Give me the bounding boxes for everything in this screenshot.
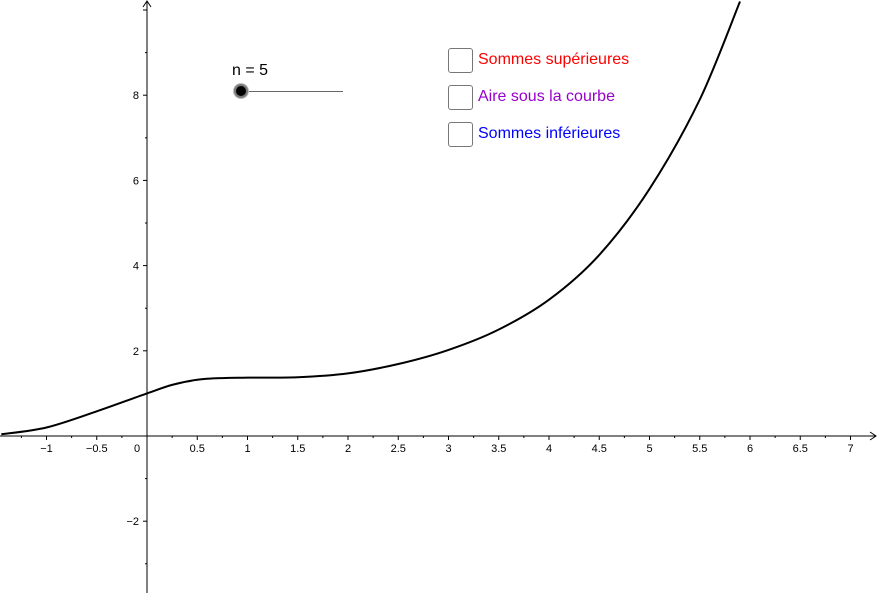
x-tick-label: 5.5: [692, 443, 707, 455]
checkbox-box[interactable]: [448, 47, 473, 73]
checkbox-sommes-superieures[interactable]: Sommes supérieures: [448, 46, 629, 74]
checkbox-box[interactable]: [448, 84, 473, 110]
y-tick-label: −2: [126, 516, 139, 528]
checkbox-label[interactable]: Aire sous la courbe: [478, 88, 615, 105]
y-tick-label: 4: [133, 261, 139, 273]
y-tick-label: 8: [133, 90, 139, 102]
x-tick-label: 2.5: [391, 443, 406, 455]
x-tick-label: 2: [345, 443, 351, 455]
x-tick-label: 3: [445, 443, 451, 455]
function-curve: [1, 1, 741, 436]
x-tick-label: 7: [847, 443, 853, 455]
x-axis-arrow: [869, 431, 877, 441]
checkbox-label[interactable]: Sommes inférieures: [478, 125, 621, 142]
x-tick-label: 1.5: [290, 443, 305, 455]
x-tick-label: 4: [546, 443, 552, 455]
x-tick-label: 5: [646, 443, 652, 455]
x-tick-label: 0.5: [190, 443, 205, 455]
x-tick-label: 1: [244, 443, 250, 455]
slider-track[interactable]: [242, 91, 343, 92]
tick-marks: [20, 9, 851, 565]
slider-label: n = 5: [232, 62, 269, 79]
checkbox-aire-sous-la-courbe[interactable]: Aire sous la courbe: [448, 83, 629, 111]
x-tick-label: −0.5: [86, 443, 108, 455]
checkbox-sommes-inferieures[interactable]: Sommes inférieures: [448, 120, 629, 148]
x-tick-label: 6.5: [793, 443, 808, 455]
y-tick-label: 6: [133, 175, 139, 187]
n-slider[interactable]: n = 5: [232, 60, 352, 104]
checkbox-box[interactable]: [448, 121, 473, 147]
y-tick-label: 2: [133, 346, 139, 358]
x-tick-label: 4.5: [592, 443, 607, 455]
y-axis-arrow: [142, 0, 152, 8]
x-tick-label: −1: [40, 443, 53, 455]
x-tick-label: 6: [747, 443, 753, 455]
checkbox-label[interactable]: Sommes supérieures: [478, 51, 630, 68]
x-tick-label: 3.5: [491, 443, 506, 455]
x-tick-label: 0: [134, 443, 140, 455]
slider-handle[interactable]: [234, 84, 248, 98]
tick-labels: −1 −0.5 0 0.5 1 1.5 2 2.5 3 3.5 4 4.5 5 5.5 6 6.5 7 −2 2 4 6…: [40, 90, 853, 528]
checkbox-group: Sommes supérieures Aire sous la courbe S…: [448, 46, 629, 157]
